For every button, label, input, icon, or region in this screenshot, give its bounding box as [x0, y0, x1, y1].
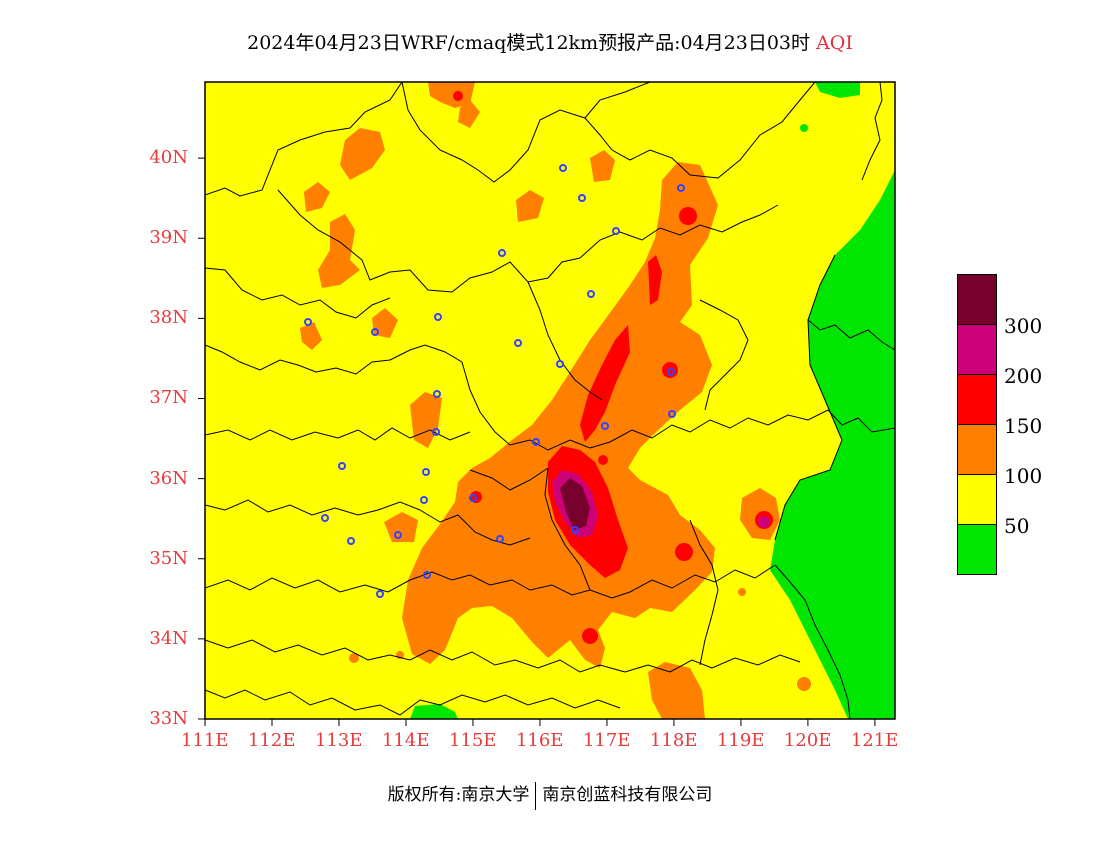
latitude-label: 36N: [149, 467, 188, 489]
good-zone-east: [770, 170, 895, 719]
station-marker: [587, 290, 595, 298]
latitude-label: 38N: [149, 307, 188, 329]
longitude-label: 116E: [515, 730, 564, 751]
longitude-label: 121E: [850, 730, 899, 751]
station-marker: [338, 462, 346, 470]
title-main: 2024年04月23日WRF/cmaq模式12km预报产品:04月23日03时: [247, 32, 811, 54]
usg-zone-n3: [516, 190, 544, 222]
station-marker: [677, 184, 685, 192]
latitude-label: 33N: [149, 708, 188, 729]
company-text: 南京创蓝科技有限公司: [542, 785, 713, 805]
station-marker: [422, 468, 430, 476]
unhealthy-zone-dot3: [675, 543, 693, 561]
station-marker: [434, 313, 442, 321]
usg-zone-mid4: [384, 512, 418, 542]
latitude-label: 35N: [149, 547, 188, 569]
longitude-label: 119E: [716, 730, 765, 751]
latitude-label: 39N: [149, 227, 188, 249]
legend-swatch-usg: [957, 424, 997, 475]
station-marker: [321, 514, 329, 522]
station-markers: [304, 164, 685, 598]
map-title: 2024年04月23日WRF/cmaq模式12km预报产品:04月23日03时 …: [0, 28, 1100, 55]
station-marker: [559, 164, 567, 172]
longitude-label: 118E: [649, 730, 698, 751]
good-zone-south: [410, 704, 458, 719]
station-marker: [394, 531, 402, 539]
legend-label-50: 50: [1004, 514, 1030, 538]
longitude-label: 117E: [582, 730, 631, 751]
usg-zone-northwest: [340, 128, 385, 180]
hazardous-zone: [560, 478, 590, 530]
unhealthy-zone-strip: [648, 255, 662, 305]
good-zone-north: [815, 82, 860, 98]
legend-swatch-good: [957, 524, 997, 575]
station-marker: [498, 249, 506, 257]
unhealthy-zone-dot1: [679, 207, 697, 225]
footer-divider: [535, 781, 537, 810]
station-marker: [432, 428, 440, 436]
copyright-text: 版权所有:南京大学: [387, 785, 530, 805]
station-marker: [347, 537, 355, 545]
legend-label-300: 300: [1004, 314, 1043, 338]
usg-zone-main: [402, 162, 718, 668]
usg-zone-west2: [318, 214, 360, 288]
legend-label-100: 100: [1004, 464, 1043, 488]
legend-label-200: 200: [1004, 364, 1043, 388]
station-marker: [612, 227, 620, 235]
longitude-label: 111E: [181, 730, 229, 751]
legend-swatch-very-unhealthy: [957, 324, 997, 375]
axis-ticks: [198, 157, 876, 726]
station-marker: [532, 438, 540, 446]
station-marker: [556, 360, 564, 368]
usg-zone-west1: [304, 182, 330, 212]
station-marker: [433, 390, 441, 398]
station-marker: [571, 526, 579, 534]
unhealthy-zone-dot7: [453, 91, 463, 101]
station-marker: [304, 318, 312, 326]
unhealthy-zone-dot6: [598, 455, 608, 465]
station-marker: [420, 496, 428, 504]
station-marker: [376, 590, 384, 598]
station-marker: [668, 410, 676, 418]
station-marker: [371, 328, 379, 336]
usg-zone-dot1: [797, 677, 811, 691]
station-marker: [514, 339, 522, 347]
usg-zone-south: [648, 662, 705, 719]
usg-zone-dot2: [738, 588, 746, 596]
longitude-label: 113E: [314, 730, 363, 751]
legend-swatch-hazardous: [957, 274, 997, 325]
very-unhealthy-dot: [758, 516, 770, 528]
station-marker: [601, 422, 609, 430]
legend-label-150: 150: [1004, 414, 1043, 438]
station-marker: [469, 494, 477, 502]
legend-swatch-unhealthy: [957, 374, 997, 425]
usg-zone-n2: [458, 100, 480, 128]
longitude-label: 112E: [247, 730, 296, 751]
longitude-label: 120E: [783, 730, 832, 751]
unhealthy-zone-dot4: [582, 628, 598, 644]
map-frame: [204, 81, 896, 720]
latitude-label: 37N: [149, 387, 188, 409]
station-marker: [496, 535, 504, 543]
usg-zone-dot3: [349, 653, 359, 663]
usg-zone-n4: [590, 150, 615, 182]
admin-boundaries: [205, 82, 895, 719]
unhealthy-zone-ridge: [580, 325, 630, 442]
map-field: [205, 82, 895, 719]
longitude-label: 115E: [448, 730, 497, 751]
usg-zone-mid2: [300, 322, 322, 350]
latitude-label: 40N: [149, 147, 188, 169]
latitude-label: 34N: [149, 627, 188, 649]
title-variable: AQI: [816, 32, 853, 54]
station-marker: [423, 571, 431, 579]
usg-zone-north: [428, 82, 475, 108]
copyright-footer: 版权所有:南京大学 南京创蓝科技有限公司: [0, 780, 1100, 810]
station-marker: [578, 194, 586, 202]
aqi-legend: [957, 274, 997, 575]
good-zone-dot: [800, 124, 808, 132]
station-marker: [667, 368, 675, 376]
legend-swatch-moderate: [957, 474, 997, 525]
longitude-label: 114E: [381, 730, 430, 751]
